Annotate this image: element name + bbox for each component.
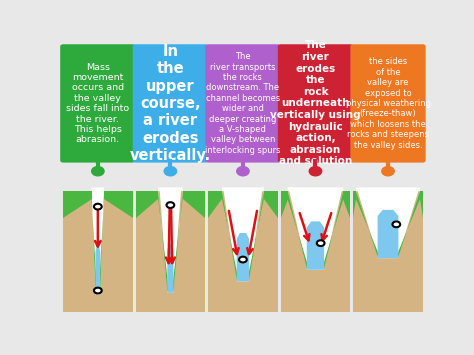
- Polygon shape: [237, 233, 249, 281]
- Polygon shape: [288, 191, 307, 270]
- Polygon shape: [158, 187, 182, 293]
- Polygon shape: [104, 191, 133, 218]
- Polygon shape: [288, 191, 308, 268]
- Text: the sides
of the
valley are
exposed to
physical weathering
(freeze-thaw)
which l: the sides of the valley are exposed to p…: [346, 57, 430, 149]
- Polygon shape: [247, 191, 264, 280]
- Circle shape: [309, 166, 322, 176]
- Polygon shape: [136, 191, 205, 312]
- Polygon shape: [353, 191, 423, 312]
- Polygon shape: [99, 191, 104, 293]
- Circle shape: [164, 166, 177, 176]
- Polygon shape: [356, 187, 420, 258]
- Polygon shape: [264, 191, 278, 218]
- Circle shape: [91, 166, 104, 176]
- Circle shape: [382, 166, 394, 176]
- Polygon shape: [249, 191, 264, 281]
- Polygon shape: [356, 191, 379, 257]
- Polygon shape: [172, 191, 182, 291]
- Polygon shape: [353, 191, 356, 218]
- Polygon shape: [63, 191, 133, 312]
- Polygon shape: [324, 191, 343, 270]
- Circle shape: [94, 288, 102, 294]
- Circle shape: [239, 257, 247, 262]
- Polygon shape: [281, 191, 350, 312]
- Polygon shape: [182, 191, 205, 218]
- FancyBboxPatch shape: [350, 44, 426, 163]
- Polygon shape: [91, 187, 104, 294]
- Text: Mass
movement
occurs and
the valley
sides fall into
the river.
This helps
abrasi: Mass movement occurs and the valley side…: [66, 62, 129, 144]
- Polygon shape: [136, 191, 158, 218]
- Circle shape: [166, 202, 174, 208]
- Polygon shape: [343, 191, 350, 218]
- FancyBboxPatch shape: [205, 44, 281, 163]
- Polygon shape: [167, 245, 173, 293]
- FancyBboxPatch shape: [278, 44, 353, 163]
- Polygon shape: [281, 191, 288, 218]
- Polygon shape: [397, 191, 420, 257]
- Polygon shape: [208, 191, 222, 218]
- Circle shape: [392, 222, 400, 227]
- Polygon shape: [356, 191, 378, 258]
- Polygon shape: [323, 191, 343, 268]
- Text: The
river transports
the rocks
downstream. The
channel becomes
wider and
deeper : The river transports the rocks downstrea…: [205, 52, 281, 155]
- FancyBboxPatch shape: [133, 44, 208, 163]
- FancyBboxPatch shape: [60, 44, 136, 163]
- Polygon shape: [91, 191, 97, 293]
- Text: In
the
upper
course,
a river
erodes
vertically.: In the upper course, a river erodes vert…: [130, 44, 211, 163]
- Polygon shape: [222, 187, 264, 281]
- Polygon shape: [420, 191, 423, 218]
- Polygon shape: [222, 191, 238, 280]
- Polygon shape: [158, 191, 167, 293]
- Polygon shape: [173, 191, 182, 293]
- Polygon shape: [208, 191, 278, 312]
- Circle shape: [94, 204, 102, 209]
- Polygon shape: [399, 191, 420, 258]
- Polygon shape: [95, 246, 100, 294]
- Polygon shape: [63, 191, 91, 218]
- Polygon shape: [378, 210, 399, 258]
- Polygon shape: [158, 191, 169, 291]
- Circle shape: [317, 240, 325, 246]
- Polygon shape: [222, 191, 237, 281]
- Text: The
river
erodes
the
rock
underneath
vertically using
hydraulic
action,
abrasion: The river erodes the rock underneath ver…: [270, 40, 361, 166]
- Circle shape: [237, 166, 249, 176]
- Polygon shape: [307, 222, 324, 270]
- Polygon shape: [288, 187, 343, 270]
